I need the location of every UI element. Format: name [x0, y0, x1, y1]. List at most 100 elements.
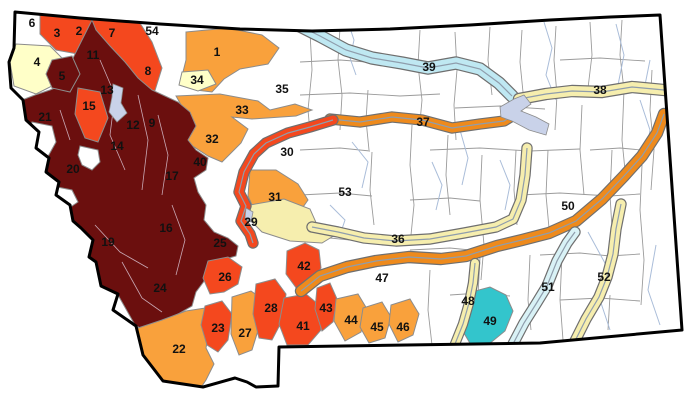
basin-label-22[interactable]: 22 [172, 342, 186, 356]
county-line [369, 151, 375, 226]
basin-label-45[interactable]: 45 [370, 320, 384, 334]
basin-28[interactable] [252, 278, 287, 341]
basin-label-17[interactable]: 17 [165, 169, 179, 183]
basin-label-16[interactable]: 16 [159, 221, 173, 235]
reach-37-missouri-centerline [329, 112, 518, 129]
county-line [545, 149, 550, 229]
basin-label-35[interactable]: 35 [275, 82, 289, 96]
basin-41[interactable] [278, 293, 322, 346]
county-line [409, 197, 481, 202]
basin-label-13[interactable]: 13 [100, 83, 114, 97]
reach-52-tongue-centerline [573, 203, 622, 344]
county-line [553, 25, 558, 131]
basin-label-40[interactable]: 40 [193, 155, 207, 169]
basin-label-1[interactable]: 1 [214, 45, 221, 59]
basin-15[interactable] [74, 87, 109, 143]
basin-label-50[interactable]: 50 [561, 199, 575, 213]
basin-label-44[interactable]: 44 [344, 313, 358, 327]
fort-peck-reservoir [499, 94, 550, 136]
reach-39-milk-centerline [299, 25, 513, 97]
basin-label-27[interactable]: 27 [238, 326, 252, 340]
basin-label-28[interactable]: 28 [264, 301, 278, 315]
basin-label-49[interactable]: 49 [483, 314, 497, 328]
county-line [409, 124, 415, 236]
stream-line [459, 129, 469, 186]
basin-46[interactable] [388, 298, 420, 343]
county-line [299, 147, 371, 152]
basin-label-41[interactable]: 41 [296, 319, 310, 333]
county-line [479, 154, 485, 281]
basin-label-11[interactable]: 11 [87, 48, 100, 62]
basin-label-8[interactable]: 8 [145, 64, 152, 78]
basin-5[interactable] [45, 55, 81, 93]
watershed-texture-line [157, 114, 169, 196]
canyon-ferry-lake [244, 207, 254, 223]
basin-label-14[interactable]: 14 [110, 139, 124, 153]
reach-51-bighorn-centerline [512, 231, 576, 345]
stream-line [647, 244, 661, 326]
basin-45[interactable] [359, 301, 392, 344]
basin-label-32[interactable]: 32 [205, 132, 219, 146]
basin-label-23[interactable]: 23 [211, 321, 225, 335]
basin-label-42[interactable]: 42 [297, 259, 311, 273]
county-line [519, 192, 641, 197]
basin-label-31[interactable]: 31 [268, 190, 282, 204]
basin-label-38[interactable]: 38 [593, 83, 607, 97]
basin-label-12[interactable]: 12 [126, 118, 140, 132]
basin-43[interactable] [314, 282, 338, 332]
basin-label-30[interactable]: 30 [280, 145, 294, 159]
basin-label-54[interactable]: 54 [145, 24, 159, 38]
basin-label-9[interactable]: 9 [149, 116, 156, 130]
reach-50-yellowstone-centerline [300, 113, 665, 292]
basin-label-51[interactable]: 51 [541, 280, 555, 294]
basin-label-47[interactable]: 47 [375, 271, 389, 285]
basin-label-52[interactable]: 52 [597, 270, 611, 284]
basin-34[interactable] [178, 69, 217, 92]
basin-label-15[interactable]: 15 [82, 99, 96, 113]
reach-48-centerline [454, 262, 476, 345]
watershed-texture-line [94, 224, 149, 269]
basin-label-7[interactable]: 7 [109, 26, 116, 40]
county-line [454, 105, 546, 110]
basin-label-4[interactable]: 4 [34, 55, 41, 69]
watershed-texture-line [137, 94, 149, 191]
basin-label-29[interactable]: 29 [244, 215, 258, 229]
basin-label-21[interactable]: 21 [38, 110, 52, 124]
basin-label-2[interactable]: 2 [76, 24, 83, 38]
basin-label-46[interactable]: 46 [396, 320, 410, 334]
watershed-texture-line [171, 204, 186, 276]
flathead-lake [108, 83, 128, 123]
basin-label-3[interactable]: 3 [54, 26, 61, 40]
basin-label-25[interactable]: 25 [213, 236, 227, 250]
basin-23[interactable] [200, 300, 233, 353]
basin-label-48[interactable]: 48 [461, 294, 475, 308]
basin-label-24[interactable]: 24 [153, 281, 167, 295]
basin-26[interactable] [202, 256, 243, 295]
basin-label-19[interactable]: 19 [101, 235, 115, 249]
reach-36-musselshell-centerline [311, 147, 528, 242]
basin-label-26[interactable]: 26 [218, 270, 232, 284]
basin-label-20[interactable]: 20 [66, 162, 80, 176]
basin-label-53[interactable]: 53 [338, 185, 352, 199]
county-line [299, 92, 441, 97]
watershed-texture-line [121, 261, 163, 313]
basin-label-36[interactable]: 36 [391, 232, 405, 246]
stream-line [615, 23, 625, 86]
county-line [519, 29, 524, 93]
stream-line [499, 159, 511, 211]
basin-label-43[interactable]: 43 [319, 301, 333, 315]
basin-44[interactable] [333, 293, 368, 342]
county-line [639, 164, 645, 306]
basin-label-37[interactable]: 37 [416, 115, 430, 129]
basin-label-34[interactable]: 34 [190, 73, 204, 87]
basin-label-39[interactable]: 39 [422, 60, 436, 74]
basin-label-33[interactable]: 33 [235, 103, 249, 117]
basin-label-6[interactable]: 6 [29, 16, 36, 30]
stream-line [644, 59, 651, 86]
county-line [417, 29, 423, 123]
county-line [445, 134, 451, 216]
basin-label-5[interactable]: 5 [59, 69, 66, 83]
county-line [429, 147, 581, 152]
